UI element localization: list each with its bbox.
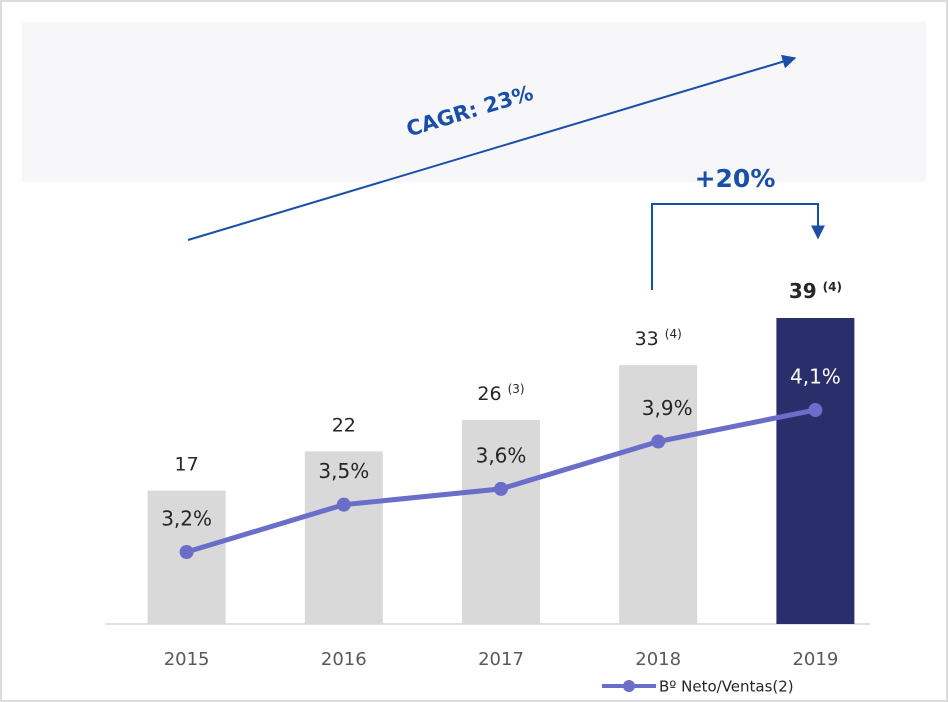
line-value-label: 4,1% [790, 365, 841, 389]
bar-value: 17 [175, 453, 199, 475]
growth-label: +20% [695, 164, 776, 193]
line-value-label: 3,9% [642, 396, 693, 420]
growth-bracket [651, 203, 825, 290]
bar-value-label: 39 (4) [789, 279, 842, 303]
legend-marker [623, 680, 635, 692]
bar [776, 318, 855, 624]
bar [304, 451, 383, 624]
line-point [179, 545, 194, 559]
x-tick-label: 2018 [635, 649, 681, 670]
top-panel [22, 22, 926, 182]
bar-value-label: 33 (4) [635, 327, 682, 350]
bar-note: (3) [508, 382, 525, 396]
line-value-label: 3,6% [476, 443, 527, 467]
line-point [336, 497, 351, 512]
x-tick-label: 2015 [164, 649, 210, 670]
bar-value-label: 22 [332, 414, 356, 436]
bar-value: 22 [332, 414, 356, 436]
bar-note: (4) [665, 327, 682, 341]
line-point [494, 481, 508, 496]
x-tick-label: 2016 [321, 649, 367, 670]
cagr-arrow [187, 54, 797, 241]
bar-value-label: 17 [175, 453, 199, 475]
bar-value: 26 [477, 383, 501, 405]
bar-value: 39 [789, 279, 817, 303]
line-point [808, 403, 823, 417]
line-value-label: 3,2% [161, 507, 212, 531]
bar-value-label: 26 (3) [477, 382, 524, 405]
line-value-label: 3,5% [318, 459, 369, 483]
line-point [651, 434, 666, 449]
x-tick-label: 2019 [792, 649, 838, 670]
legend-label: Bº Neto/Ventas(2) [659, 678, 794, 696]
bar-value: 33 [635, 328, 659, 350]
x-tick-label: 2017 [478, 649, 524, 670]
bar [619, 365, 698, 624]
bar-note: (4) [823, 280, 842, 294]
bar [462, 420, 540, 624]
